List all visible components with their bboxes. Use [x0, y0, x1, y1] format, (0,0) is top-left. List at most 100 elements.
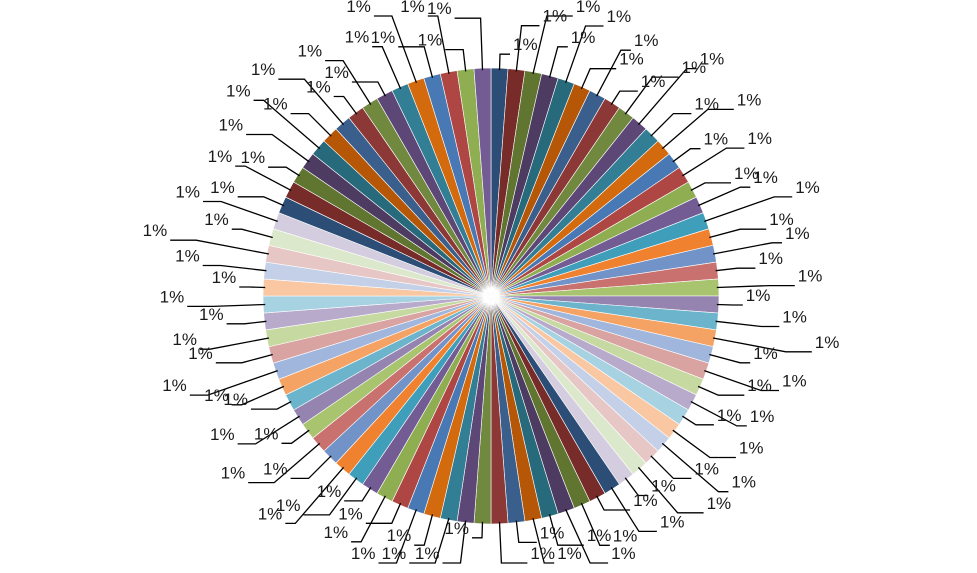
slice-data-label: 1%: [400, 0, 425, 16]
slice-data-label: 1%: [172, 330, 197, 349]
slice-data-label: 1%: [298, 42, 323, 61]
slice-data-label: 1%: [324, 63, 349, 82]
leader-line: [596, 495, 631, 511]
leader-line: [409, 517, 450, 564]
slice-data-label: 1%: [660, 512, 685, 531]
leader-line: [610, 90, 638, 105]
leader-line: [650, 455, 692, 480]
leader-line: [548, 46, 568, 78]
leader-line: [498, 521, 528, 564]
leader-line: [709, 228, 767, 239]
slice-data-label: 1%: [204, 386, 229, 405]
leader-line: [373, 15, 418, 83]
slice-data-label: 1%: [210, 425, 235, 444]
leader-line: [580, 502, 610, 546]
slice-data-label: 1%: [212, 268, 237, 287]
slice-data-label: 1%: [188, 344, 213, 363]
data-labels: 1%1%1%1%1%1%1%1%1%1%1% 1%1% 1%1%1%1%1%1%1%…: [143, 0, 840, 563]
leader-line: [637, 466, 704, 514]
slice-data-label: 1%: [254, 424, 279, 443]
slice-data-label: 1%: [571, 28, 596, 47]
pie-slices: [262, 67, 720, 525]
leader-line: [278, 78, 345, 126]
slice-data-label: 1%: [634, 31, 659, 50]
leader-line: [712, 337, 812, 353]
leader-line: [498, 53, 510, 71]
slice-data-label: 1%: [753, 168, 778, 187]
leader-line: [239, 286, 266, 289]
slice-data-label: 1%: [219, 116, 244, 135]
slice-data-label: 1%: [208, 147, 233, 166]
label-leader-lines: [170, 15, 812, 564]
leader-line: [226, 320, 267, 325]
slice-data-label: 1%: [540, 523, 565, 542]
slice-data-label: 1%: [795, 178, 820, 197]
leader-line: [682, 415, 714, 426]
slice-data-label: 1%: [346, 0, 371, 16]
leader-line: [532, 517, 555, 564]
slice-data-label: 1%: [143, 221, 168, 240]
slice-data-label: 1%: [427, 0, 452, 18]
leader-line: [610, 487, 657, 533]
leader-line: [716, 303, 743, 306]
leader-line: [661, 108, 734, 150]
leader-line: [690, 401, 747, 427]
slice-data-label: 1%: [226, 81, 251, 100]
leader-line: [690, 182, 731, 191]
slice-data-label: 1%: [717, 406, 742, 425]
leader-line: [697, 186, 751, 207]
slice-data-label: 1%: [576, 0, 601, 16]
slice-data-label: 1%: [175, 247, 200, 266]
slice-data-label: 1%: [815, 333, 840, 352]
slice-data-label: 1%: [415, 544, 440, 563]
leader-line: [532, 15, 573, 75]
slice-data-label: 1%: [739, 439, 764, 458]
slice-data-label: 1%: [694, 459, 719, 478]
leader-line: [231, 228, 273, 239]
leader-line: [248, 442, 321, 484]
slice-data-label: 1%: [694, 95, 719, 114]
slice-data-label: 1%: [651, 477, 676, 496]
leader-line: [268, 166, 300, 177]
slice-data-label: 1%: [785, 224, 810, 243]
slice-data-label: 1%: [737, 90, 762, 109]
leader-line: [580, 68, 617, 90]
slice-data-label: 1%: [351, 544, 376, 563]
slice-data-label: 1%: [731, 473, 756, 492]
slice-data-label: 1%: [175, 183, 200, 202]
leader-line: [712, 242, 782, 255]
leader-line: [715, 267, 756, 272]
slice-data-label: 1%: [199, 305, 224, 324]
slice-data-label: 1%: [210, 178, 235, 197]
slice-data-label: 1%: [241, 148, 266, 167]
leader-line: [251, 401, 292, 410]
leader-line: [200, 337, 270, 350]
slice-data-label: 1%: [221, 464, 246, 483]
slice-data-label: 1%: [263, 95, 288, 114]
slice-data-label: 1%: [557, 544, 582, 563]
leader-line: [303, 477, 358, 516]
leader-line: [290, 112, 332, 137]
slice-data-label: 1%: [160, 287, 185, 306]
slice-data-label: 1%: [753, 344, 778, 363]
slice-data-label: 1%: [324, 523, 349, 542]
leader-line: [704, 369, 779, 392]
leader-line: [715, 320, 780, 328]
slice-data-label: 1%: [747, 129, 772, 148]
slice-data-label: 1%: [306, 78, 331, 97]
leader-line: [442, 520, 467, 564]
leader-line: [398, 46, 434, 78]
leader-line: [285, 466, 345, 525]
leader-line: [704, 196, 793, 223]
slice-data-label: 1%: [276, 496, 301, 515]
slice-data-label: 1%: [587, 526, 612, 545]
slice-data-label: 1%: [750, 407, 775, 426]
slice-data-label: 1%: [317, 482, 342, 501]
leader-line: [515, 520, 537, 544]
leader-line: [709, 353, 751, 364]
slice-data-label: 1%: [782, 372, 807, 391]
leader-line: [215, 353, 273, 364]
slice-data-label: 1%: [758, 249, 783, 268]
slice-data-label: 1%: [418, 31, 443, 50]
